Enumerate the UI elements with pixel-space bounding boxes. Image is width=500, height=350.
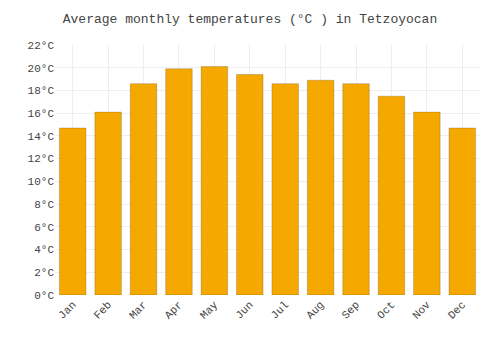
svg-text:12°C: 12°C [28,153,55,165]
svg-text:Mar: Mar [127,299,149,321]
svg-text:14°C: 14°C [28,131,55,143]
svg-text:May: May [198,299,221,322]
svg-text:Feb: Feb [92,299,114,321]
svg-text:Oct: Oct [375,299,397,321]
svg-text:Sep: Sep [340,299,362,321]
svg-text:18°C: 18°C [28,85,55,97]
svg-text:Dec: Dec [446,299,468,321]
svg-text:6°C: 6°C [34,222,54,234]
svg-text:20°C: 20°C [28,63,55,75]
svg-text:2°C: 2°C [34,267,54,279]
svg-text:Jun: Jun [233,299,255,321]
svg-text:16°C: 16°C [28,108,55,120]
svg-text:Jul: Jul [269,299,291,321]
svg-text:10°C: 10°C [28,176,55,188]
svg-text:Aug: Aug [304,299,326,321]
svg-text:22°C: 22°C [28,40,55,52]
svg-text:Average monthly temperatures (: Average monthly temperatures (°C ) in Te… [63,12,437,27]
svg-text:Jan: Jan [56,299,78,321]
svg-text:4°C: 4°C [34,244,54,256]
svg-text:8°C: 8°C [34,199,54,211]
svg-text:Nov: Nov [410,299,433,322]
svg-text:0°C: 0°C [34,290,54,302]
svg-text:Apr: Apr [162,299,184,321]
